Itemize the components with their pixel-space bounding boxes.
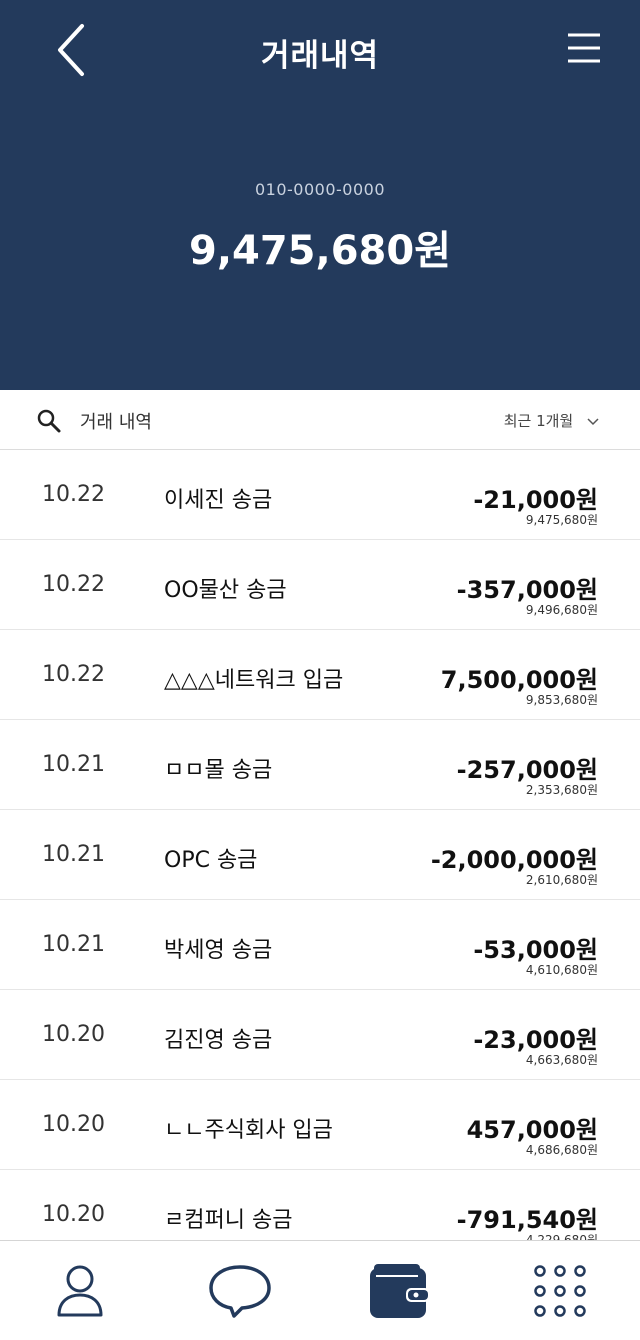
transaction-row[interactable]: 10.22 △△△네트워크 입금 7,500,000원 9,853,680원 bbox=[0, 630, 640, 720]
transaction-amount: -2,000,000원 bbox=[430, 846, 598, 874]
header: 거래내역 010-0000-0000 9,475,680원 bbox=[0, 0, 640, 390]
transaction-description: ㄴㄴ주식회사 입금 bbox=[164, 1118, 333, 1143]
search-label[interactable]: 거래 내역 bbox=[80, 412, 152, 433]
transaction-amount: -357,000원 bbox=[456, 576, 598, 604]
search-icon[interactable] bbox=[36, 408, 62, 434]
transaction-description: △△△네트워크 입금 bbox=[164, 668, 344, 693]
transaction-balance: 2,353,680원 bbox=[525, 783, 598, 797]
transaction-row[interactable]: 10.21 박세영 송금 -53,000원 4,610,680원 bbox=[0, 900, 640, 990]
transaction-balance: 9,475,680원 bbox=[525, 513, 598, 527]
chevron-down-icon bbox=[587, 417, 599, 425]
transaction-amount: -23,000원 bbox=[473, 1026, 598, 1054]
transaction-date: 10.22 bbox=[42, 662, 105, 687]
tab-chat[interactable] bbox=[160, 1241, 320, 1340]
page-title: 거래내역 bbox=[260, 38, 380, 74]
transaction-amount: 457,000원 bbox=[466, 1116, 598, 1144]
tab-profile[interactable] bbox=[0, 1241, 160, 1340]
account-phone-number: 010-0000-0000 bbox=[254, 180, 386, 199]
transaction-amount: -791,540원 bbox=[456, 1206, 598, 1234]
transaction-description: OO물산 송금 bbox=[164, 578, 287, 603]
hamburger-menu-icon bbox=[568, 33, 600, 63]
transaction-description: 박세영 송금 bbox=[164, 938, 273, 963]
search-bar: 거래 내역 최근 1개월 bbox=[0, 390, 640, 450]
tab-wallet[interactable] bbox=[320, 1241, 480, 1340]
transaction-date: 10.20 bbox=[42, 1112, 105, 1137]
transaction-description: 이세진 송금 bbox=[164, 488, 273, 513]
grid-dots-icon bbox=[534, 1265, 586, 1317]
transaction-description: 김진영 송금 bbox=[164, 1028, 273, 1053]
transaction-date: 10.20 bbox=[42, 1022, 105, 1047]
tab-more[interactable] bbox=[480, 1241, 640, 1340]
transaction-amount: 7,500,000원 bbox=[440, 666, 598, 694]
account-balance: 9,475,680원 bbox=[188, 228, 451, 274]
transaction-amount: -53,000원 bbox=[473, 936, 598, 964]
transaction-description: ㅁㅁ몰 송금 bbox=[164, 758, 273, 783]
chat-bubble-icon bbox=[209, 1265, 271, 1318]
transaction-date: 10.21 bbox=[42, 752, 105, 777]
transaction-balance: 4,610,680원 bbox=[525, 963, 598, 977]
transaction-row[interactable]: 10.20 ㄹ컴퍼니 송금 -791,540원 4,229,680원 bbox=[0, 1170, 640, 1240]
transaction-amount: -257,000원 bbox=[456, 756, 598, 784]
transaction-balance: 2,610,680원 bbox=[525, 873, 598, 887]
transaction-row[interactable]: 10.22 OO물산 송금 -357,000원 9,496,680원 bbox=[0, 540, 640, 630]
transaction-date: 10.20 bbox=[42, 1202, 105, 1227]
chevron-left-icon bbox=[58, 24, 84, 76]
wallet-icon bbox=[370, 1264, 430, 1318]
transaction-date: 10.21 bbox=[42, 932, 105, 957]
period-dropdown[interactable]: 최근 1개월 bbox=[504, 410, 600, 431]
menu-button[interactable] bbox=[566, 30, 602, 66]
transaction-row[interactable]: 10.20 ㄴㄴ주식회사 입금 457,000원 4,686,680원 bbox=[0, 1080, 640, 1170]
transaction-date: 10.21 bbox=[42, 842, 105, 867]
back-button[interactable] bbox=[48, 22, 98, 78]
person-icon bbox=[57, 1265, 103, 1317]
transaction-row[interactable]: 10.20 김진영 송금 -23,000원 4,663,680원 bbox=[0, 990, 640, 1080]
transaction-row[interactable]: 10.21 ㅁㅁ몰 송금 -257,000원 2,353,680원 bbox=[0, 720, 640, 810]
transaction-row[interactable]: 10.21 OPC 송금 -2,000,000원 2,610,680원 bbox=[0, 810, 640, 900]
bottom-tab-bar bbox=[0, 1240, 640, 1340]
transaction-balance: 9,496,680원 bbox=[525, 603, 598, 617]
transaction-amount: -21,000원 bbox=[473, 486, 598, 514]
transaction-description: ㄹ컴퍼니 송금 bbox=[164, 1208, 293, 1233]
transaction-description: OPC 송금 bbox=[164, 848, 258, 873]
transaction-date: 10.22 bbox=[42, 572, 105, 597]
transaction-balance: 9,853,680원 bbox=[525, 693, 598, 707]
transaction-balance: 4,229,680원 bbox=[525, 1233, 598, 1240]
period-label: 최근 1개월 bbox=[503, 412, 574, 430]
transaction-balance: 4,686,680원 bbox=[525, 1143, 598, 1157]
transaction-list: 10.22 이세진 송금 -21,000원 9,475,680원 10.22 O… bbox=[0, 450, 640, 1240]
transaction-date: 10.22 bbox=[42, 482, 105, 507]
transaction-row[interactable]: 10.22 이세진 송금 -21,000원 9,475,680원 bbox=[0, 450, 640, 540]
transaction-balance: 4,663,680원 bbox=[525, 1053, 598, 1067]
